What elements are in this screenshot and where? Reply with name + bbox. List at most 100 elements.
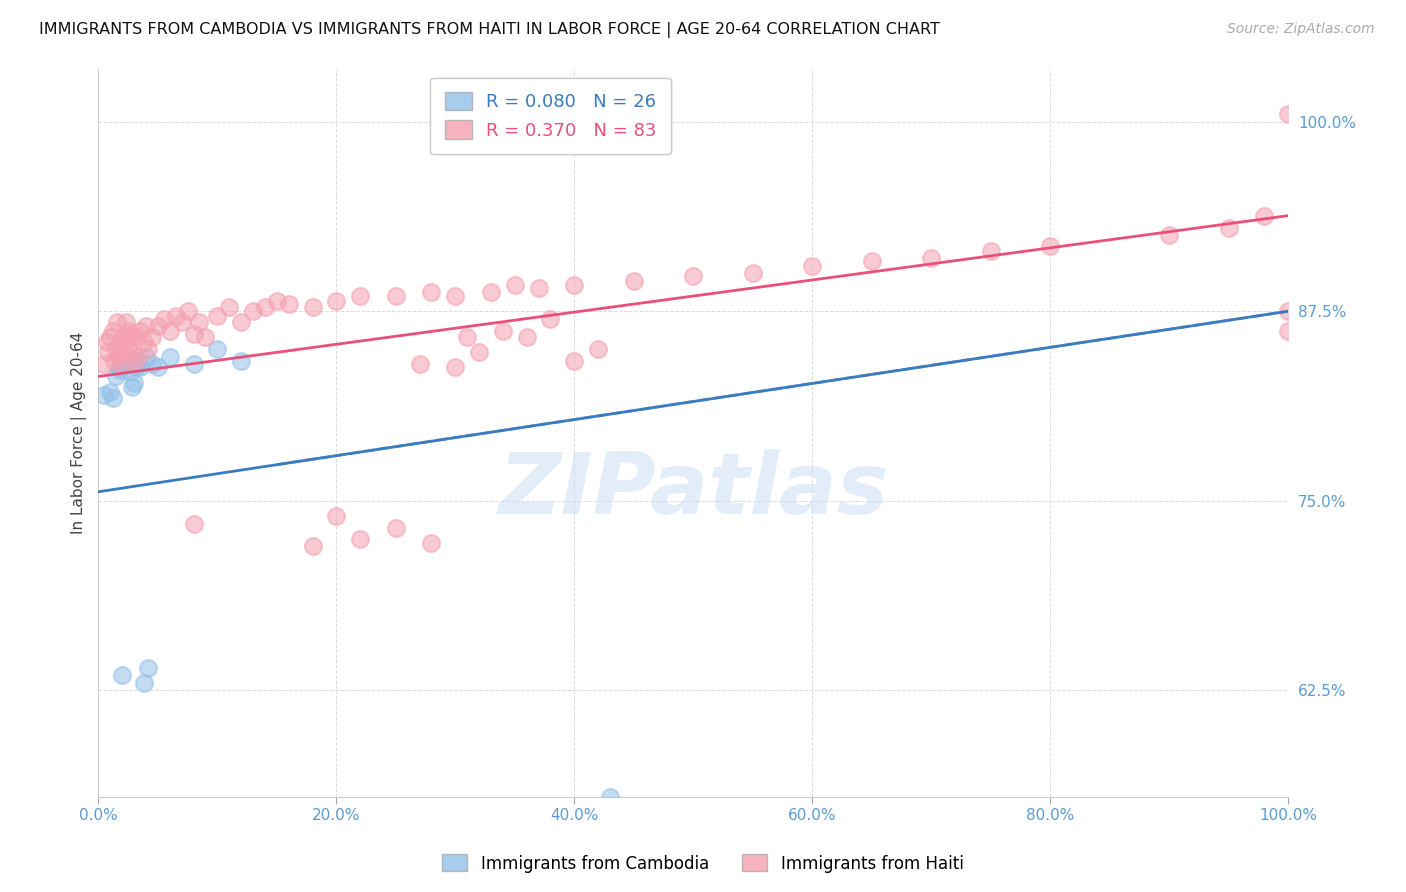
Point: [115, 326, 138, 341]
Legend: R = 0.080   N = 26, R = 0.370   N = 83: R = 0.080 N = 26, R = 0.370 N = 83: [430, 78, 671, 154]
Point: [1277, 324, 1299, 338]
Point: [110, 357, 132, 371]
Point: [301, 300, 323, 314]
Point: [170, 315, 193, 329]
Point: [111, 357, 134, 371]
Point: [420, 285, 443, 299]
Point: [112, 330, 135, 344]
Point: [682, 269, 704, 284]
Point: [586, 342, 609, 356]
Point: [152, 311, 174, 326]
Point: [562, 278, 585, 293]
Point: [101, 324, 124, 338]
Point: [527, 281, 550, 295]
Point: [492, 324, 515, 338]
Point: [97, 345, 120, 359]
Point: [136, 661, 159, 675]
Point: [93, 387, 115, 401]
Point: [159, 350, 181, 364]
Point: [207, 309, 229, 323]
Point: [741, 266, 763, 280]
Point: [132, 676, 155, 690]
Point: [1039, 239, 1062, 253]
Point: [385, 521, 408, 535]
Point: [444, 289, 467, 303]
Point: [129, 360, 152, 375]
Y-axis label: In Labor Force | Age 20-64: In Labor Force | Age 20-64: [72, 332, 87, 533]
Text: IMMIGRANTS FROM CAMBODIA VS IMMIGRANTS FROM HAITI IN LABOR FORCE | AGE 20-64 COR: IMMIGRANTS FROM CAMBODIA VS IMMIGRANTS F…: [39, 22, 941, 38]
Point: [118, 324, 141, 338]
Point: [120, 345, 142, 359]
Point: [623, 274, 645, 288]
Point: [229, 354, 252, 368]
Point: [127, 350, 149, 364]
Point: [1277, 107, 1299, 121]
Point: [146, 319, 169, 334]
Point: [135, 350, 157, 364]
Point: [114, 354, 136, 368]
Point: [408, 357, 430, 371]
Point: [135, 319, 157, 334]
Legend: Immigrants from Cambodia, Immigrants from Haiti: Immigrants from Cambodia, Immigrants fro…: [436, 847, 970, 880]
Point: [599, 789, 621, 804]
Point: [801, 259, 824, 273]
Point: [301, 540, 323, 554]
Point: [121, 330, 143, 344]
Point: [183, 326, 205, 341]
Point: [159, 324, 181, 338]
Point: [266, 293, 288, 308]
Point: [127, 354, 149, 368]
Point: [183, 516, 205, 531]
Point: [108, 342, 131, 356]
Point: [108, 363, 131, 377]
Point: [1277, 304, 1299, 318]
Point: [146, 360, 169, 375]
Point: [218, 300, 240, 314]
Point: [98, 384, 121, 399]
Point: [107, 350, 129, 364]
Point: [141, 330, 163, 344]
Point: [125, 330, 148, 344]
Point: [101, 391, 124, 405]
Point: [176, 304, 198, 318]
Point: [103, 354, 125, 368]
Point: [117, 339, 139, 353]
Point: [125, 360, 148, 375]
Point: [242, 304, 264, 318]
Point: [516, 330, 538, 344]
Point: [562, 354, 585, 368]
Point: [1159, 228, 1181, 243]
Point: [325, 509, 347, 524]
Point: [349, 289, 371, 303]
Point: [385, 289, 408, 303]
Point: [105, 342, 128, 356]
Point: [188, 315, 211, 329]
Point: [129, 324, 152, 338]
Point: [444, 360, 467, 375]
Point: [325, 293, 347, 308]
Point: [1218, 220, 1240, 235]
Point: [349, 532, 371, 546]
Point: [107, 360, 129, 375]
Point: [860, 254, 883, 268]
Point: [98, 330, 121, 344]
Point: [121, 380, 143, 394]
Point: [253, 300, 276, 314]
Point: [503, 278, 526, 293]
Point: [141, 357, 163, 371]
Point: [114, 315, 136, 329]
Point: [105, 315, 128, 329]
Point: [277, 296, 299, 310]
Point: [136, 342, 159, 356]
Point: [105, 369, 128, 384]
Point: [468, 345, 491, 359]
Point: [1253, 209, 1275, 223]
Point: [110, 334, 132, 349]
Point: [207, 342, 229, 356]
Point: [122, 354, 145, 368]
Point: [183, 357, 205, 371]
Text: ZIPatlas: ZIPatlas: [498, 450, 889, 533]
Point: [111, 668, 134, 682]
Point: [114, 345, 136, 359]
Point: [229, 315, 252, 329]
